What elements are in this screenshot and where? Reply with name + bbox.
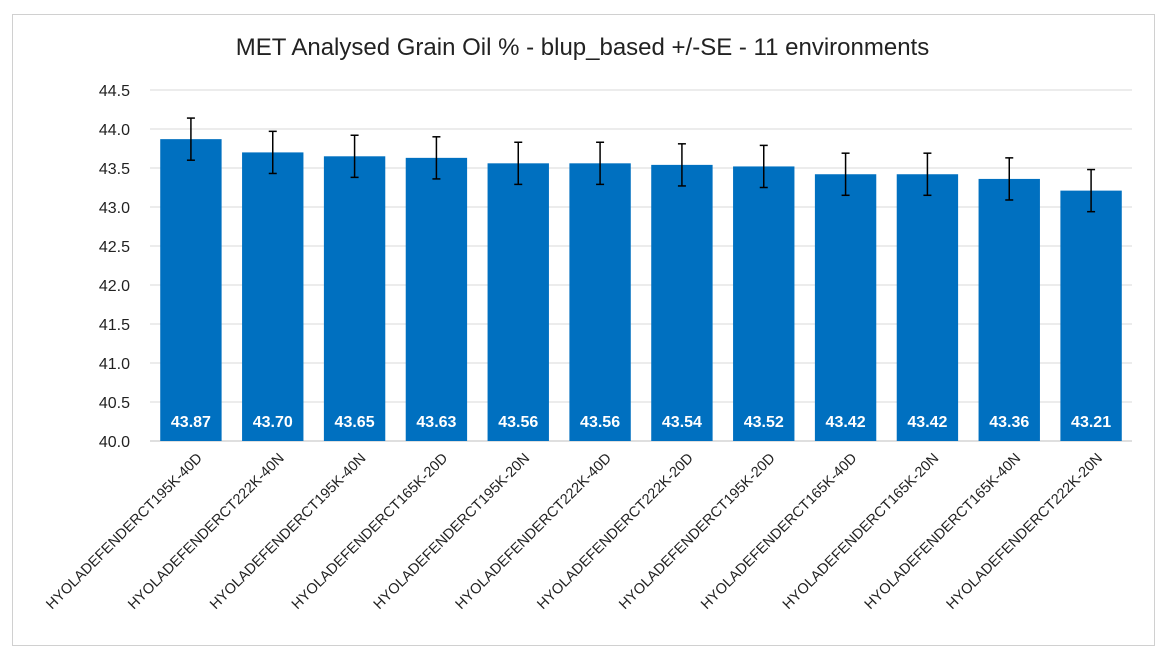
y-tick-label: 40.5 [99,395,130,412]
x-category-label: HYOLADEFENDERCT165K-20D [289,451,451,613]
y-tick-label: 44.5 [99,83,130,100]
data-label: 43.54 [662,414,702,431]
bars [160,139,1122,442]
bar [323,156,386,442]
error-bar [596,141,605,186]
bar [487,163,549,441]
x-category-label: HYOLADEFENDERCT222K-40D [453,451,615,613]
error-bar [759,144,768,189]
y-axis-tick-labels: 40.0 40.5 41.0 41.5 42.0 42.5 43.0 43.5 44.0 44.5 [99,83,130,451]
error-bar [677,143,686,187]
error-bar [923,152,932,197]
y-tick-label: 44.0 [99,122,130,139]
bar [160,139,222,441]
x-category-label: HYOLADEFENDERCT195K-40D [43,451,205,613]
bar [242,152,304,441]
y-tick-label: 42.0 [99,278,130,295]
error-bar [268,130,277,175]
bar [814,174,877,442]
data-label: 43.87 [171,414,211,431]
y-tick-label: 43.5 [99,161,130,178]
x-category-label: HYOLADEFENDERCT222K-20D [534,451,696,613]
data-label: 43.52 [744,414,784,431]
data-label: 43.56 [498,414,538,431]
data-label: 43.36 [989,414,1029,431]
data-labels: 43.87 43.70 43.65 43.63 43.56 43.56 43.54 43.52… [171,414,1111,431]
bar [978,178,1040,442]
y-tick-label: 41.5 [99,317,130,334]
error-bar [841,152,850,197]
y-tick-label: 42.5 [99,239,130,256]
bar [651,164,713,441]
x-category-label: HYOLADEFENDERCT165K-40N [862,451,1024,613]
gridlines [150,89,1132,442]
data-label: 43.42 [907,414,947,431]
x-category-label: HYOLADEFENDERCT195K-20D [616,451,778,613]
chart-title: MET Analysed Grain Oil % - blup_based +/… [235,34,930,61]
bar [896,174,959,442]
bar [1060,190,1122,441]
x-category-label: HYOLADEFENDERCT222K-40N [125,451,287,613]
x-category-label: HYOLADEFENDERCT165K-40D [698,451,860,613]
error-bar [432,136,441,180]
bar [569,163,631,441]
error-bars [186,117,1096,213]
y-tick-label: 40.0 [99,434,130,451]
data-label: 43.65 [335,414,375,431]
x-axis-category-labels: HYOLADEFENDERCT195K-40DHYOLADEFENDERCT22… [43,451,1105,613]
error-bar [186,117,195,161]
x-category-label: HYOLADEFENDERCT222K-20N [944,451,1106,613]
data-label: 43.56 [580,414,620,431]
error-bar [514,141,523,186]
data-label: 43.42 [826,414,866,431]
error-bar [1087,168,1096,213]
error-bar [350,134,359,179]
error-bar [1005,157,1014,201]
x-category-label: HYOLADEFENDERCT195K-40N [207,451,369,613]
data-label: 43.21 [1071,414,1111,431]
x-category-label: HYOLADEFENDERCT165K-20N [780,451,942,613]
bar [733,166,795,441]
data-label: 43.63 [416,414,456,431]
bar [405,157,468,442]
y-tick-label: 41.0 [99,356,130,373]
y-tick-label: 43.0 [99,200,130,217]
x-category-label: HYOLADEFENDERCT195K-20N [371,451,533,613]
data-label: 43.70 [253,414,293,431]
